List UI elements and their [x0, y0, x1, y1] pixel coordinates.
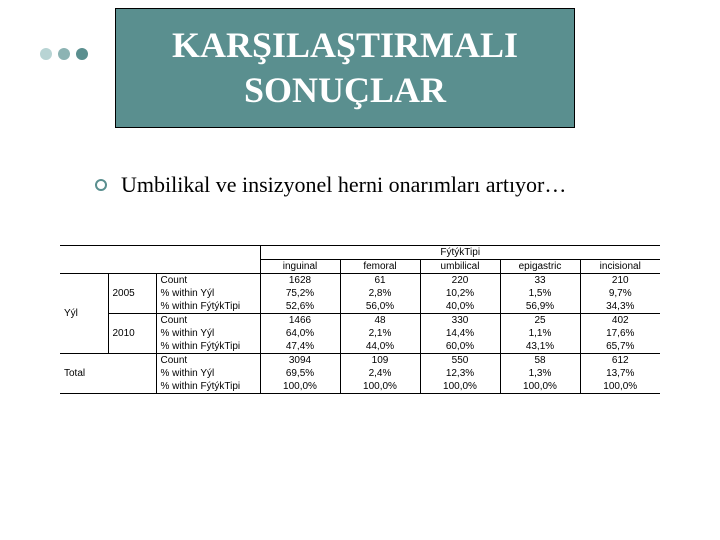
table-header-row: FýtýkTipi: [60, 246, 660, 260]
title-line-1: KARŞILAŞTIRMALI: [172, 25, 518, 65]
cell: 47,4%: [260, 340, 340, 354]
cell: 65,7%: [580, 340, 660, 354]
cell: 220: [420, 274, 500, 288]
cell: 9,7%: [580, 287, 660, 300]
cell: 58: [500, 354, 580, 368]
bullet-text: Umbilikal ve insizyonel herni onarımları…: [121, 172, 566, 198]
cell: 12,3%: [420, 367, 500, 380]
cell: 25: [500, 314, 580, 328]
cell: 64,0%: [260, 327, 340, 340]
column-group-header: FýtýkTipi: [260, 246, 660, 260]
table-row: Total Count 3094 109 550 58 612: [60, 354, 660, 368]
year-label: 2005: [108, 274, 156, 314]
cell: 100,0%: [260, 380, 340, 393]
cell: 60,0%: [420, 340, 500, 354]
title-box: KARŞILAŞTIRMALI SONUÇLAR: [115, 8, 575, 128]
cell: 14,4%: [420, 327, 500, 340]
dot-icon: [76, 48, 88, 60]
measure-label: % within FýtýkTipi: [156, 340, 260, 354]
cell: 1,3%: [500, 367, 580, 380]
cell: 100,0%: [340, 380, 420, 393]
data-table: FýtýkTipi inguinal femoral umbilical epi…: [60, 246, 660, 393]
cell: 612: [580, 354, 660, 368]
dot-icon: [40, 48, 52, 60]
bullet-circle-icon: [95, 179, 107, 191]
cell: 56,0%: [340, 300, 420, 314]
decorative-dots: [40, 48, 88, 60]
dot-icon: [58, 48, 70, 60]
cell: 1,5%: [500, 287, 580, 300]
cell: 330: [420, 314, 500, 328]
cell: 69,5%: [260, 367, 340, 380]
page-title: KARŞILAŞTIRMALI SONUÇLAR: [172, 23, 518, 113]
bullet-item: Umbilikal ve insizyonel herni onarımları…: [95, 172, 566, 198]
cell: 17,6%: [580, 327, 660, 340]
title-line-2: SONUÇLAR: [244, 70, 446, 110]
cell: 34,3%: [580, 300, 660, 314]
cell: 1,1%: [500, 327, 580, 340]
column-header: inguinal: [260, 260, 340, 274]
cell: 100,0%: [580, 380, 660, 393]
cell: 100,0%: [420, 380, 500, 393]
column-header: epigastric: [500, 260, 580, 274]
cell: 33: [500, 274, 580, 288]
total-label: Total: [60, 354, 156, 394]
cell: 109: [340, 354, 420, 368]
cell: 43,1%: [500, 340, 580, 354]
measure-label: % within Yýl: [156, 327, 260, 340]
year-label: 2010: [108, 314, 156, 354]
measure-label: % within Yýl: [156, 287, 260, 300]
cell: 550: [420, 354, 500, 368]
cell: 1628: [260, 274, 340, 288]
cell: 100,0%: [500, 380, 580, 393]
table-header-row: inguinal femoral umbilical epigastric in…: [60, 260, 660, 274]
cell: 13,7%: [580, 367, 660, 380]
cell: 210: [580, 274, 660, 288]
table-row: 2010 Count 1466 48 330 25 402: [60, 314, 660, 328]
column-header: incisional: [580, 260, 660, 274]
measure-label: % within Yýl: [156, 367, 260, 380]
measure-label: % within FýtýkTipi: [156, 380, 260, 393]
column-header: femoral: [340, 260, 420, 274]
slide-root: KARŞILAŞTIRMALI SONUÇLAR Umbilikal ve in…: [0, 0, 720, 540]
cell: 61: [340, 274, 420, 288]
cell: 40,0%: [420, 300, 500, 314]
table-row: Yýl 2005 Count 1628 61 220 33 210: [60, 274, 660, 288]
cell: 2,4%: [340, 367, 420, 380]
cell: 2,1%: [340, 327, 420, 340]
cell: 1466: [260, 314, 340, 328]
column-header: umbilical: [420, 260, 500, 274]
cell: 10,2%: [420, 287, 500, 300]
measure-label: Count: [156, 314, 260, 328]
cell: 52,6%: [260, 300, 340, 314]
measure-label: Count: [156, 354, 260, 368]
cell: 56,9%: [500, 300, 580, 314]
table-body: Yýl 2005 Count 1628 61 220 33 210 % with…: [60, 274, 660, 394]
cell: 402: [580, 314, 660, 328]
measure-label: % within FýtýkTipi: [156, 300, 260, 314]
measure-label: Count: [156, 274, 260, 288]
cell: 48: [340, 314, 420, 328]
comparison-table: FýtýkTipi inguinal femoral umbilical epi…: [60, 245, 660, 394]
cell: 3094: [260, 354, 340, 368]
cell: 2,8%: [340, 287, 420, 300]
cell: 75,2%: [260, 287, 340, 300]
stub-col1: Yýl: [60, 274, 108, 354]
cell: 44,0%: [340, 340, 420, 354]
